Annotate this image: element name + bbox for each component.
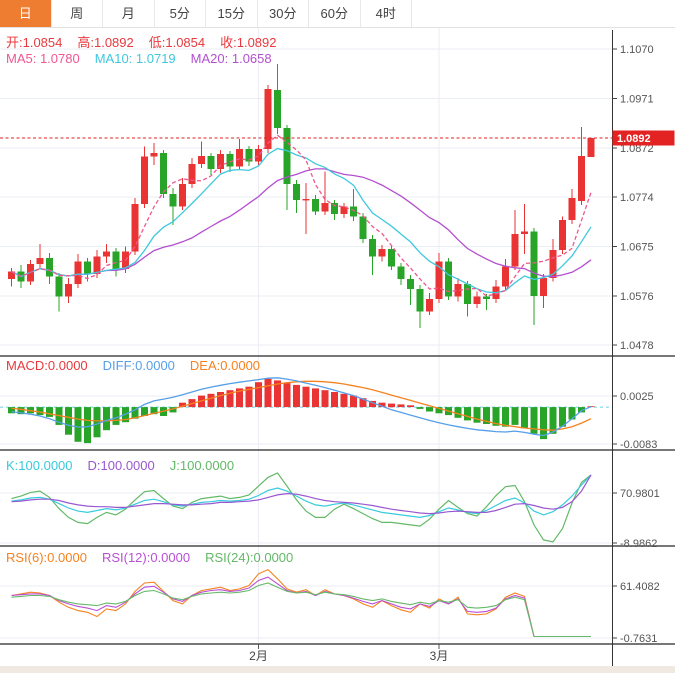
kdj-panel xyxy=(11,472,592,543)
svg-text:2月: 2月 xyxy=(249,649,268,663)
kdj-legend: K:100.0000 D:100.0000 J:100.0000 xyxy=(6,458,234,473)
dea-value: DEA:0.0000 xyxy=(189,358,261,373)
tab-5min[interactable]: 5分 xyxy=(154,0,206,27)
ma-legend: MA5: 1.0780 MA10: 1.0719 MA20: 1.0658 xyxy=(6,51,272,66)
svg-text:1.0892: 1.0892 xyxy=(617,133,651,145)
low-value: 低:1.0854 xyxy=(148,35,206,50)
tab-4hour[interactable]: 4时 xyxy=(360,0,412,27)
diff-value: DIFF:0.0000 xyxy=(102,358,175,373)
j-value: J:100.0000 xyxy=(169,458,235,473)
svg-text:1.0774: 1.0774 xyxy=(620,192,654,204)
tab-week[interactable]: 周 xyxy=(51,0,103,27)
k-value: K:100.0000 xyxy=(6,458,73,473)
date-axis: 2月 3月 xyxy=(249,644,448,663)
ohlc-legend: 开:1.0854 高:1.0892 低:1.0854 收:1.0892 xyxy=(6,32,277,51)
tab-day[interactable]: 日 xyxy=(0,0,52,27)
macd-panel xyxy=(0,377,612,444)
rsi24-value: RSI(24):0.0000 xyxy=(205,550,294,565)
close-value: 收:1.0892 xyxy=(220,35,277,50)
d-value: D:100.0000 xyxy=(87,458,155,473)
svg-text:1.0478: 1.0478 xyxy=(620,340,654,352)
bottom-scroll-strip xyxy=(0,666,675,673)
ma10-value: MA10: 1.0719 xyxy=(94,51,176,66)
ma20-value: MA20: 1.0658 xyxy=(190,51,272,66)
svg-text:3月: 3月 xyxy=(430,649,449,663)
open-value: 开:1.0854 xyxy=(6,35,63,50)
svg-text:1.0576: 1.0576 xyxy=(620,291,654,303)
high-value: 高:1.0892 xyxy=(77,35,134,50)
tab-30min[interactable]: 30分 xyxy=(257,0,309,27)
tab-60min[interactable]: 60分 xyxy=(309,0,361,27)
svg-text:1.0971: 1.0971 xyxy=(620,94,654,106)
period-tabbar: 日 周 月 5分 15分 30分 60分 4时 xyxy=(0,0,675,28)
panel-separators xyxy=(0,355,675,645)
tab-month[interactable]: 月 xyxy=(103,0,155,27)
svg-text:70.9801: 70.9801 xyxy=(620,488,660,500)
svg-text:-0.0083: -0.0083 xyxy=(620,439,657,451)
gridlines xyxy=(0,27,612,644)
rsi6-value: RSI(6):0.0000 xyxy=(6,550,87,565)
svg-text:1.1070: 1.1070 xyxy=(620,44,654,56)
svg-text:0.0025: 0.0025 xyxy=(620,391,654,403)
svg-text:-8.9862: -8.9862 xyxy=(620,538,657,550)
macd-value: MACD:0.0000 xyxy=(6,358,88,373)
price-axis: 1.1070 1.0971 1.0872 1.0774 1.0675 1.0576 1.04… xyxy=(612,30,660,666)
rsi12-value: RSI(12):0.0000 xyxy=(101,550,191,565)
macd-legend: MACD:0.0000 DIFF:0.0000 DEA:0.0000 xyxy=(6,358,260,373)
svg-text:1.0675: 1.0675 xyxy=(620,242,654,254)
ma-lines xyxy=(11,134,592,297)
ma5-value: MA5: 1.0780 xyxy=(6,51,80,66)
tab-15min[interactable]: 15分 xyxy=(206,0,258,27)
svg-text:1.0872: 1.0872 xyxy=(620,143,654,155)
svg-text:61.4082: 61.4082 xyxy=(620,581,660,593)
price-badge: 1.0892 xyxy=(612,130,675,146)
svg-text:-0.7631: -0.7631 xyxy=(620,633,657,645)
rsi-legend: RSI(6):0.0000 RSI(12):0.0000 RSI(24):0.0… xyxy=(6,550,293,565)
rsi-panel xyxy=(11,568,591,638)
